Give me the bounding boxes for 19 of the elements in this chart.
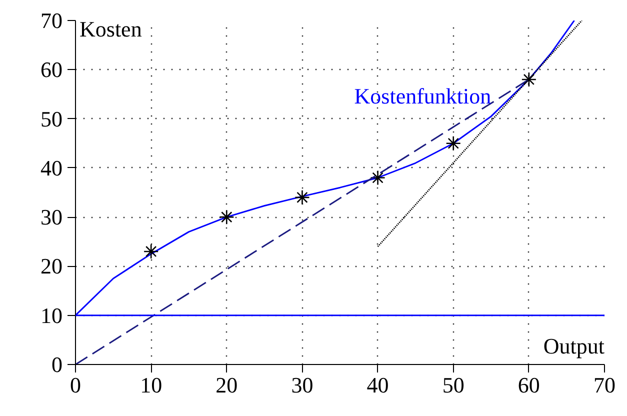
x-tick-label: 10 xyxy=(140,372,162,398)
y-tick-label: 50 xyxy=(40,106,62,132)
x-tick-label: 40 xyxy=(366,372,389,398)
y-axis-title: Kosten xyxy=(80,16,142,42)
y-tick-label: 70 xyxy=(40,8,62,33)
y-tick-label: 60 xyxy=(40,57,62,82)
x-tick-label: 50 xyxy=(442,372,464,398)
y-tick-label: 20 xyxy=(40,254,62,279)
x-tick-label: 30 xyxy=(291,372,314,398)
y-tick-label: 0 xyxy=(52,352,62,377)
x-tick-label: 20 xyxy=(216,372,238,398)
series-label: Kostenfunktion xyxy=(354,83,492,108)
y-tick-label: 10 xyxy=(40,302,62,328)
y-tick-label: 40 xyxy=(40,155,62,180)
y-tick-label: 30 xyxy=(40,204,62,230)
x-tick-label: 60 xyxy=(518,372,540,398)
x-tick-label: 70 xyxy=(594,372,616,398)
x-axis-title: Output xyxy=(543,334,605,358)
x-tick-label: 0 xyxy=(70,372,81,398)
